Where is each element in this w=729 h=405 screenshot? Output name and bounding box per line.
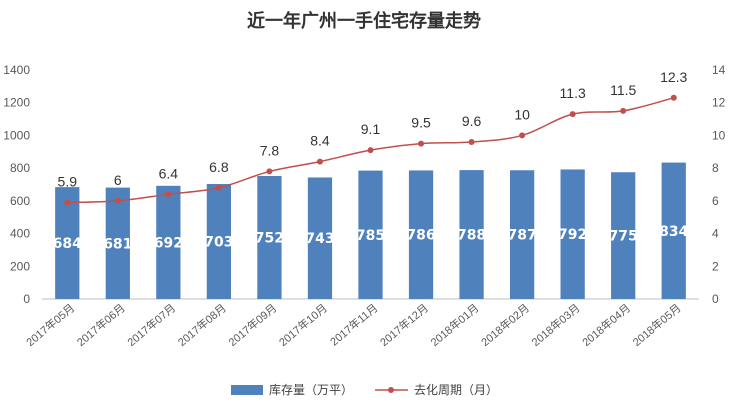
x-tick-label: 2017年10月 xyxy=(276,301,330,349)
bar xyxy=(459,170,484,299)
line-value-label: 9.1 xyxy=(361,121,381,137)
x-tick-label: 2018年01月 xyxy=(428,301,482,349)
x-tick-label: 2018年02月 xyxy=(478,301,532,349)
left-tick-label: 1200 xyxy=(3,96,30,110)
line-value-label: 7.8 xyxy=(260,142,280,158)
left-tick-label: 600 xyxy=(10,194,30,208)
right-tick-label: 14 xyxy=(712,63,726,77)
line-point xyxy=(215,184,222,191)
bar xyxy=(358,170,383,299)
left-tick-label: 800 xyxy=(10,161,30,175)
line-value-label: 6 xyxy=(114,172,122,188)
bar-value-label: 788 xyxy=(457,228,486,244)
left-tick-label: 200 xyxy=(10,259,30,273)
x-axis: 2017年05月2017年06月2017年07月2017年08月2017年09月… xyxy=(23,301,683,349)
right-tick-label: 0 xyxy=(712,292,719,306)
bar xyxy=(408,170,434,299)
right-tick-label: 8 xyxy=(712,161,719,175)
line-point xyxy=(519,132,526,139)
x-tick-label: 2017年07月 xyxy=(124,301,178,349)
line-point xyxy=(316,158,323,165)
legend-label-line: 去化周期（月） xyxy=(414,383,498,397)
line-value-label: 9.6 xyxy=(462,113,482,129)
legend-swatch-bar xyxy=(231,385,263,395)
bar-value-label: 834 xyxy=(659,224,688,240)
legend-swatch-marker xyxy=(388,387,394,393)
line-value-label: 6.4 xyxy=(159,165,179,181)
line-value-label: 6.8 xyxy=(209,159,229,175)
bar-value-label: 787 xyxy=(507,228,536,244)
bar xyxy=(55,187,80,299)
bar-value-label: 743 xyxy=(305,231,334,247)
left-tick-label: 0 xyxy=(23,292,30,306)
x-tick-label: 2017年09月 xyxy=(225,301,279,349)
line-value-label: 9.5 xyxy=(411,115,431,131)
line-point xyxy=(670,94,677,101)
bar-value-label: 792 xyxy=(558,227,587,243)
right-tick-label: 2 xyxy=(712,259,719,273)
bar xyxy=(509,170,535,299)
x-tick-label: 2017年05月 xyxy=(23,301,77,349)
bar-value-label: 684 xyxy=(53,236,82,252)
bar-value-label: 692 xyxy=(154,235,183,251)
legend: 库存量（万平） 去化周期（月） xyxy=(231,382,498,397)
line-value-label: 5.9 xyxy=(58,173,78,189)
bar xyxy=(257,175,282,299)
bar-value-label: 752 xyxy=(255,230,284,246)
left-axis: 0 200 400 600 800 1000 1200 1400 xyxy=(3,63,30,306)
right-tick-label: 6 xyxy=(712,194,719,208)
line-value-label: 11.5 xyxy=(610,82,636,98)
legend-label-bar: 库存量（万平） xyxy=(269,382,353,397)
line-value-label: 12.3 xyxy=(660,69,687,85)
line-value-label: 8.4 xyxy=(310,133,330,149)
x-tick-label: 2017年11月 xyxy=(327,301,380,349)
bar xyxy=(661,162,686,299)
right-tick-label: 4 xyxy=(712,227,719,241)
x-tick-label: 2017年12月 xyxy=(377,301,431,349)
left-tick-label: 1000 xyxy=(3,128,30,142)
line-point xyxy=(114,197,121,204)
bar xyxy=(156,185,181,299)
bar xyxy=(105,187,130,299)
line-point xyxy=(569,111,576,118)
bar xyxy=(307,177,333,299)
x-tick-label: 2018年04月 xyxy=(579,301,633,349)
bar-series xyxy=(55,162,686,299)
line-value-label: 10 xyxy=(514,106,530,122)
right-tick-label: 10 xyxy=(712,128,726,142)
bar xyxy=(611,172,636,299)
bar-value-label: 703 xyxy=(204,235,233,251)
line-point xyxy=(367,147,374,154)
bar xyxy=(560,169,585,299)
left-tick-label: 400 xyxy=(10,227,30,241)
x-tick-label: 2017年08月 xyxy=(175,301,229,349)
x-tick-label: 2018年03月 xyxy=(529,301,583,349)
bar-value-label: 786 xyxy=(406,228,435,244)
right-axis: 0 2 4 6 8 10 12 14 xyxy=(712,63,726,306)
bar-data-labels: 684 681 692 703 752 743 785 786 788 787 792 775 834 xyxy=(53,224,689,253)
x-tick-label: 2017年06月 xyxy=(74,301,128,349)
bar-value-label: 775 xyxy=(609,229,638,245)
line-point xyxy=(418,140,425,147)
line-point xyxy=(266,168,273,175)
line-value-label: 11.3 xyxy=(560,85,586,101)
line-point xyxy=(620,107,627,114)
bar-value-label: 681 xyxy=(103,236,132,252)
line-point xyxy=(64,199,71,206)
bar-value-label: 785 xyxy=(356,228,385,244)
line-point xyxy=(468,138,475,145)
line-series xyxy=(64,94,677,206)
left-tick-label: 1400 xyxy=(3,63,30,77)
line-data-labels: 5.9 6 6.4 6.8 7.8 8.4 9.1 9.5 9.6 10 11.3 11.5 12.3 xyxy=(58,69,688,190)
chart-title: 近一年广州一手住宅存量走势 xyxy=(247,10,481,32)
line-point xyxy=(165,191,172,198)
bar xyxy=(206,184,232,299)
right-tick-label: 12 xyxy=(712,96,726,110)
x-tick-label: 2018年05月 xyxy=(630,301,684,349)
